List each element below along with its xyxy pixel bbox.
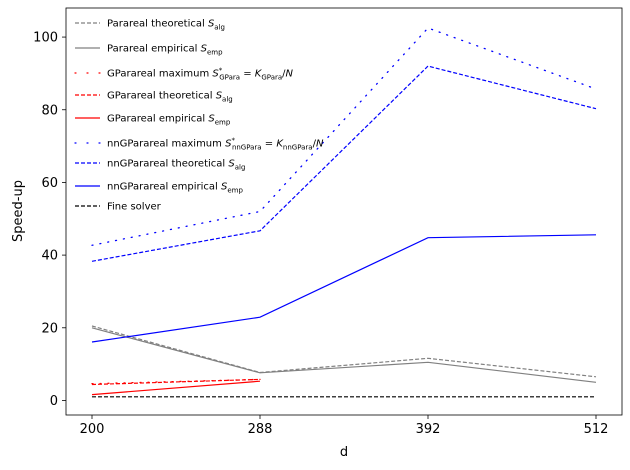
series-line-0: [91, 325, 597, 378]
x-axis-label: d: [340, 445, 348, 460]
series-line-6: [91, 65, 597, 262]
x-tick-label: 200: [80, 422, 105, 437]
y-axis-label: Speed-up: [11, 180, 26, 242]
series-line-7: [91, 234, 597, 343]
y-tick-label: 20: [41, 321, 58, 336]
y-tick-label: 60: [41, 176, 58, 191]
y-tick-label: 40: [41, 249, 58, 264]
y-tick-label: 0: [50, 394, 58, 409]
legend-label-6: nnGParareal theoretical Salg​: [107, 159, 245, 172]
legend: Parareal theoretical Salg​ Parareal empir…: [74, 19, 324, 213]
legend-label-1: Parareal empirical Semp​: [107, 44, 223, 57]
x-tick-label: 288: [248, 422, 273, 437]
legend-label-7: nnGParareal empirical Semp​: [107, 182, 243, 195]
legend-label-5: nnGParareal maximum S*nnGPara​ = KnnGPar…: [107, 137, 324, 152]
legend-label-3: GParareal theoretical Salg​: [107, 91, 233, 104]
series-line-4: [91, 380, 261, 396]
legend-label-8: Fine solver: [107, 202, 162, 213]
y-tick-label: 100: [33, 31, 58, 46]
plot-area: [65, 7, 623, 416]
series-line-3: [91, 378, 261, 386]
x-tick-label: 392: [416, 422, 441, 437]
legend-label-0: Parareal theoretical Salg​: [107, 19, 225, 32]
legend-label-2: GParareal maximum S*GPara​ = KGPara​/N: [107, 67, 294, 82]
series-line-5: [91, 27, 597, 246]
ticks-layer: 200 288 392 512 0 20 40 60 80 100: [33, 31, 608, 437]
x-tick-label: 512: [584, 422, 609, 437]
series-layer: [91, 27, 597, 398]
legend-label-4: GParareal empirical Semp​: [107, 114, 231, 127]
y-tick-label: 80: [41, 103, 58, 118]
series-line-1: [91, 327, 597, 383]
